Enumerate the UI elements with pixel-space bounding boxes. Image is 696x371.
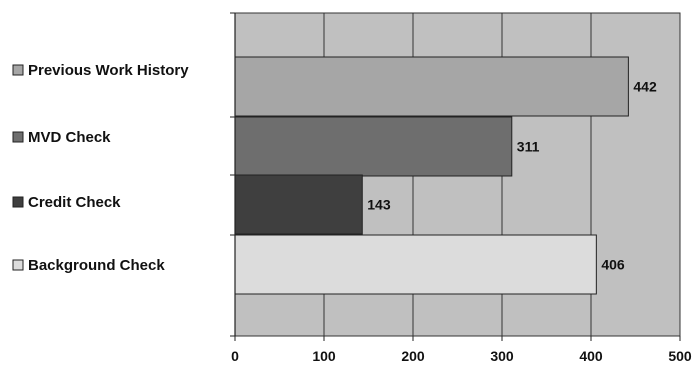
bars <box>234 56 629 295</box>
x-tick-label: 400 <box>579 348 603 364</box>
x-tick-label: 500 <box>668 348 692 364</box>
data-label: 442 <box>633 79 657 95</box>
bar <box>234 56 629 117</box>
x-tick-label: 200 <box>401 348 425 364</box>
axes: 0 100 200 300 400 500 <box>230 12 692 364</box>
data-labels: 442 311 143 406 <box>367 79 657 273</box>
legend-swatch <box>12 64 24 76</box>
legend-label: Background Check <box>28 257 165 274</box>
bar <box>234 174 363 235</box>
legend-swatch <box>12 131 24 143</box>
legend-swatch <box>12 259 24 271</box>
x-tick-label: 300 <box>490 348 514 364</box>
legend-swatch <box>12 196 24 208</box>
data-label: 143 <box>367 197 391 213</box>
x-tick-label: 0 <box>231 348 239 364</box>
data-label: 406 <box>601 257 625 273</box>
legend-label: Previous Work History <box>28 62 189 79</box>
legend: Previous Work History MVD Check Credit Che… <box>12 62 189 274</box>
x-tick-label: 100 <box>312 348 336 364</box>
legend-label: MVD Check <box>28 129 111 146</box>
data-label: 311 <box>517 139 540 155</box>
legend-label: Credit Check <box>28 194 121 211</box>
bar <box>234 116 513 177</box>
bar <box>234 234 597 295</box>
